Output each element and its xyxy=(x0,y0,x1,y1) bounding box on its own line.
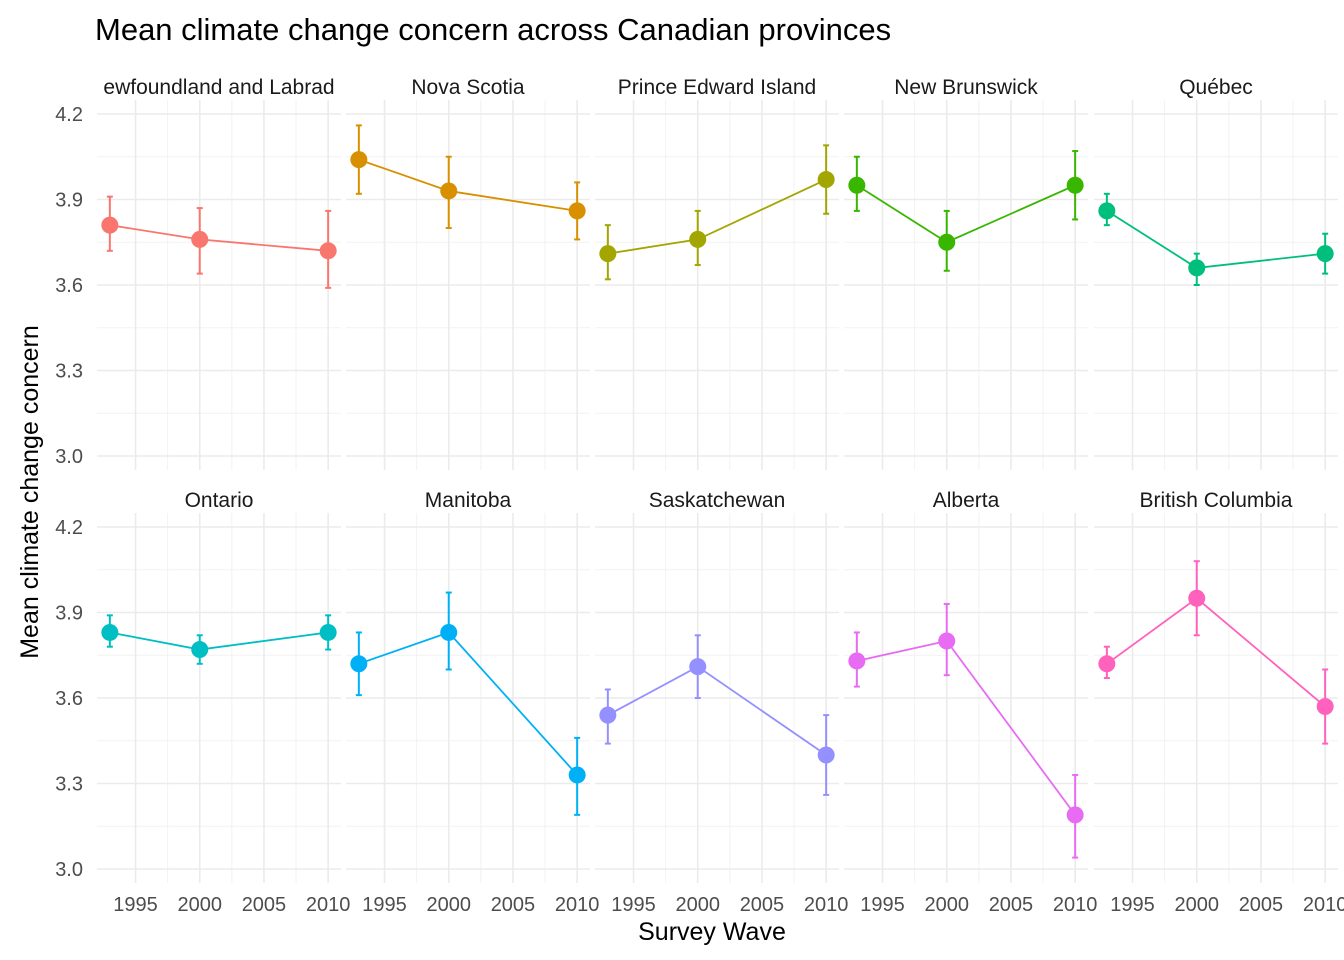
y-tick-label: 3.9 xyxy=(55,603,83,625)
series-line xyxy=(856,639,1076,816)
data-point xyxy=(848,652,866,670)
x-tick-label: 2000 xyxy=(924,894,969,916)
data-point xyxy=(1066,806,1084,824)
x-tick-label: 2000 xyxy=(1174,894,1219,916)
x-tick-label: 2010 xyxy=(306,894,351,916)
series-line xyxy=(1106,210,1326,269)
data-point xyxy=(938,233,956,251)
facet-panel: Nova Scotia xyxy=(346,76,590,470)
data-point xyxy=(191,230,209,248)
facet-strip-label: Manitoba xyxy=(425,489,512,512)
series-line xyxy=(109,631,329,651)
x-tick-label: 2005 xyxy=(242,894,287,916)
facet-panel: Alberta 1995 2000 2005 2010 xyxy=(844,489,1097,916)
x-tick-label: 1995 xyxy=(1110,894,1155,916)
data-point xyxy=(440,182,458,200)
y-tick-label: 3.0 xyxy=(55,859,83,881)
y-tick-label: 4.2 xyxy=(55,104,83,126)
facet-strip-label: Ontario xyxy=(185,489,254,512)
series-line xyxy=(358,158,578,212)
data-point xyxy=(350,655,368,673)
data-point xyxy=(938,632,956,650)
facet-panel: ewfoundland and Labrad 3.0 3.3 3.6 3.9 4.2 xyxy=(55,76,341,470)
x-tick-label: 2005 xyxy=(1239,894,1284,916)
x-tick-label: 1995 xyxy=(362,894,407,916)
y-tick-label: 3.6 xyxy=(55,688,83,710)
x-tick-label: 2005 xyxy=(740,894,785,916)
data-point xyxy=(599,245,617,263)
data-point xyxy=(1098,202,1116,220)
chart-title: Mean climate change concern across Canad… xyxy=(95,12,891,47)
x-tick-label: 1995 xyxy=(611,894,656,916)
facet-panel: New Brunswick xyxy=(844,76,1088,470)
facet-panel: British Columbia 1995 2000 2005 2010 xyxy=(1094,489,1344,916)
data-point xyxy=(689,658,707,676)
x-tick-label: 2005 xyxy=(491,894,536,916)
data-point xyxy=(350,151,368,169)
data-point xyxy=(1316,698,1334,716)
facet-panel: Québec xyxy=(1094,76,1338,470)
series-line xyxy=(607,665,827,756)
data-point xyxy=(599,706,617,724)
panels-layer: ewfoundland and Labrad 3.0 3.3 3.6 3.9 4.2 Nov… xyxy=(55,76,1344,916)
data-point xyxy=(1316,245,1334,263)
data-point xyxy=(319,623,337,641)
y-tick-label: 3.0 xyxy=(55,446,83,468)
data-point xyxy=(1188,589,1206,607)
facet-panel: Prince Edward Island xyxy=(595,76,839,470)
series-line xyxy=(856,184,1076,244)
y-tick-label: 3.6 xyxy=(55,275,83,297)
y-axis-label: Mean climate change concern xyxy=(16,325,44,659)
facet-strip-label: Alberta xyxy=(933,489,1000,512)
series-line xyxy=(358,631,578,776)
facet-strip-label: Saskatchewan xyxy=(649,489,786,512)
x-tick-label: 2010 xyxy=(1053,894,1098,916)
data-point xyxy=(848,176,866,194)
x-tick-label: 2010 xyxy=(555,894,600,916)
data-point xyxy=(689,230,707,248)
series-line xyxy=(1106,597,1326,708)
x-tick-label: 1995 xyxy=(860,894,905,916)
facet-panel: Saskatchewan 1995 2000 2005 2010 xyxy=(595,489,848,916)
facet-strip-label: Québec xyxy=(1179,76,1253,99)
facet-panel: Ontario 3.0 3.3 3.6 3.9 4.2 1995 2000 2005 2010 xyxy=(55,489,350,916)
x-tick-label: 1995 xyxy=(113,894,158,916)
data-point xyxy=(568,766,586,784)
x-tick-label: 2010 xyxy=(1303,894,1344,916)
x-tick-label: 2005 xyxy=(989,894,1034,916)
x-tick-label: 2000 xyxy=(177,894,222,916)
data-point xyxy=(568,202,586,220)
y-tick-label: 3.3 xyxy=(55,774,83,796)
series-line xyxy=(109,224,329,252)
x-tick-label: 2000 xyxy=(675,894,720,916)
data-point xyxy=(817,746,835,764)
data-point xyxy=(319,242,337,260)
data-point xyxy=(817,171,835,189)
y-tick-label: 3.9 xyxy=(55,190,83,212)
data-point xyxy=(1066,176,1084,194)
facet-strip-label: New Brunswick xyxy=(894,76,1038,99)
data-point xyxy=(191,641,209,659)
data-point xyxy=(440,623,458,641)
facet-strip-label: ewfoundland and Labrad xyxy=(103,76,334,99)
x-tick-label: 2010 xyxy=(804,894,849,916)
facet-strip-label: British Columbia xyxy=(1140,489,1293,512)
facet-strip-label: Prince Edward Island xyxy=(618,76,816,99)
facet-panel: Manitoba 1995 2000 2005 2010 xyxy=(346,489,599,916)
facet-strip-label: Nova Scotia xyxy=(411,76,525,99)
data-point xyxy=(1188,259,1206,277)
y-tick-label: 3.3 xyxy=(55,361,83,383)
y-tick-label: 4.2 xyxy=(55,517,83,539)
data-point xyxy=(101,623,119,641)
data-point xyxy=(1098,655,1116,673)
x-tick-label: 2000 xyxy=(426,894,471,916)
data-point xyxy=(101,216,119,234)
x-axis-label: Survey Wave xyxy=(638,918,786,946)
